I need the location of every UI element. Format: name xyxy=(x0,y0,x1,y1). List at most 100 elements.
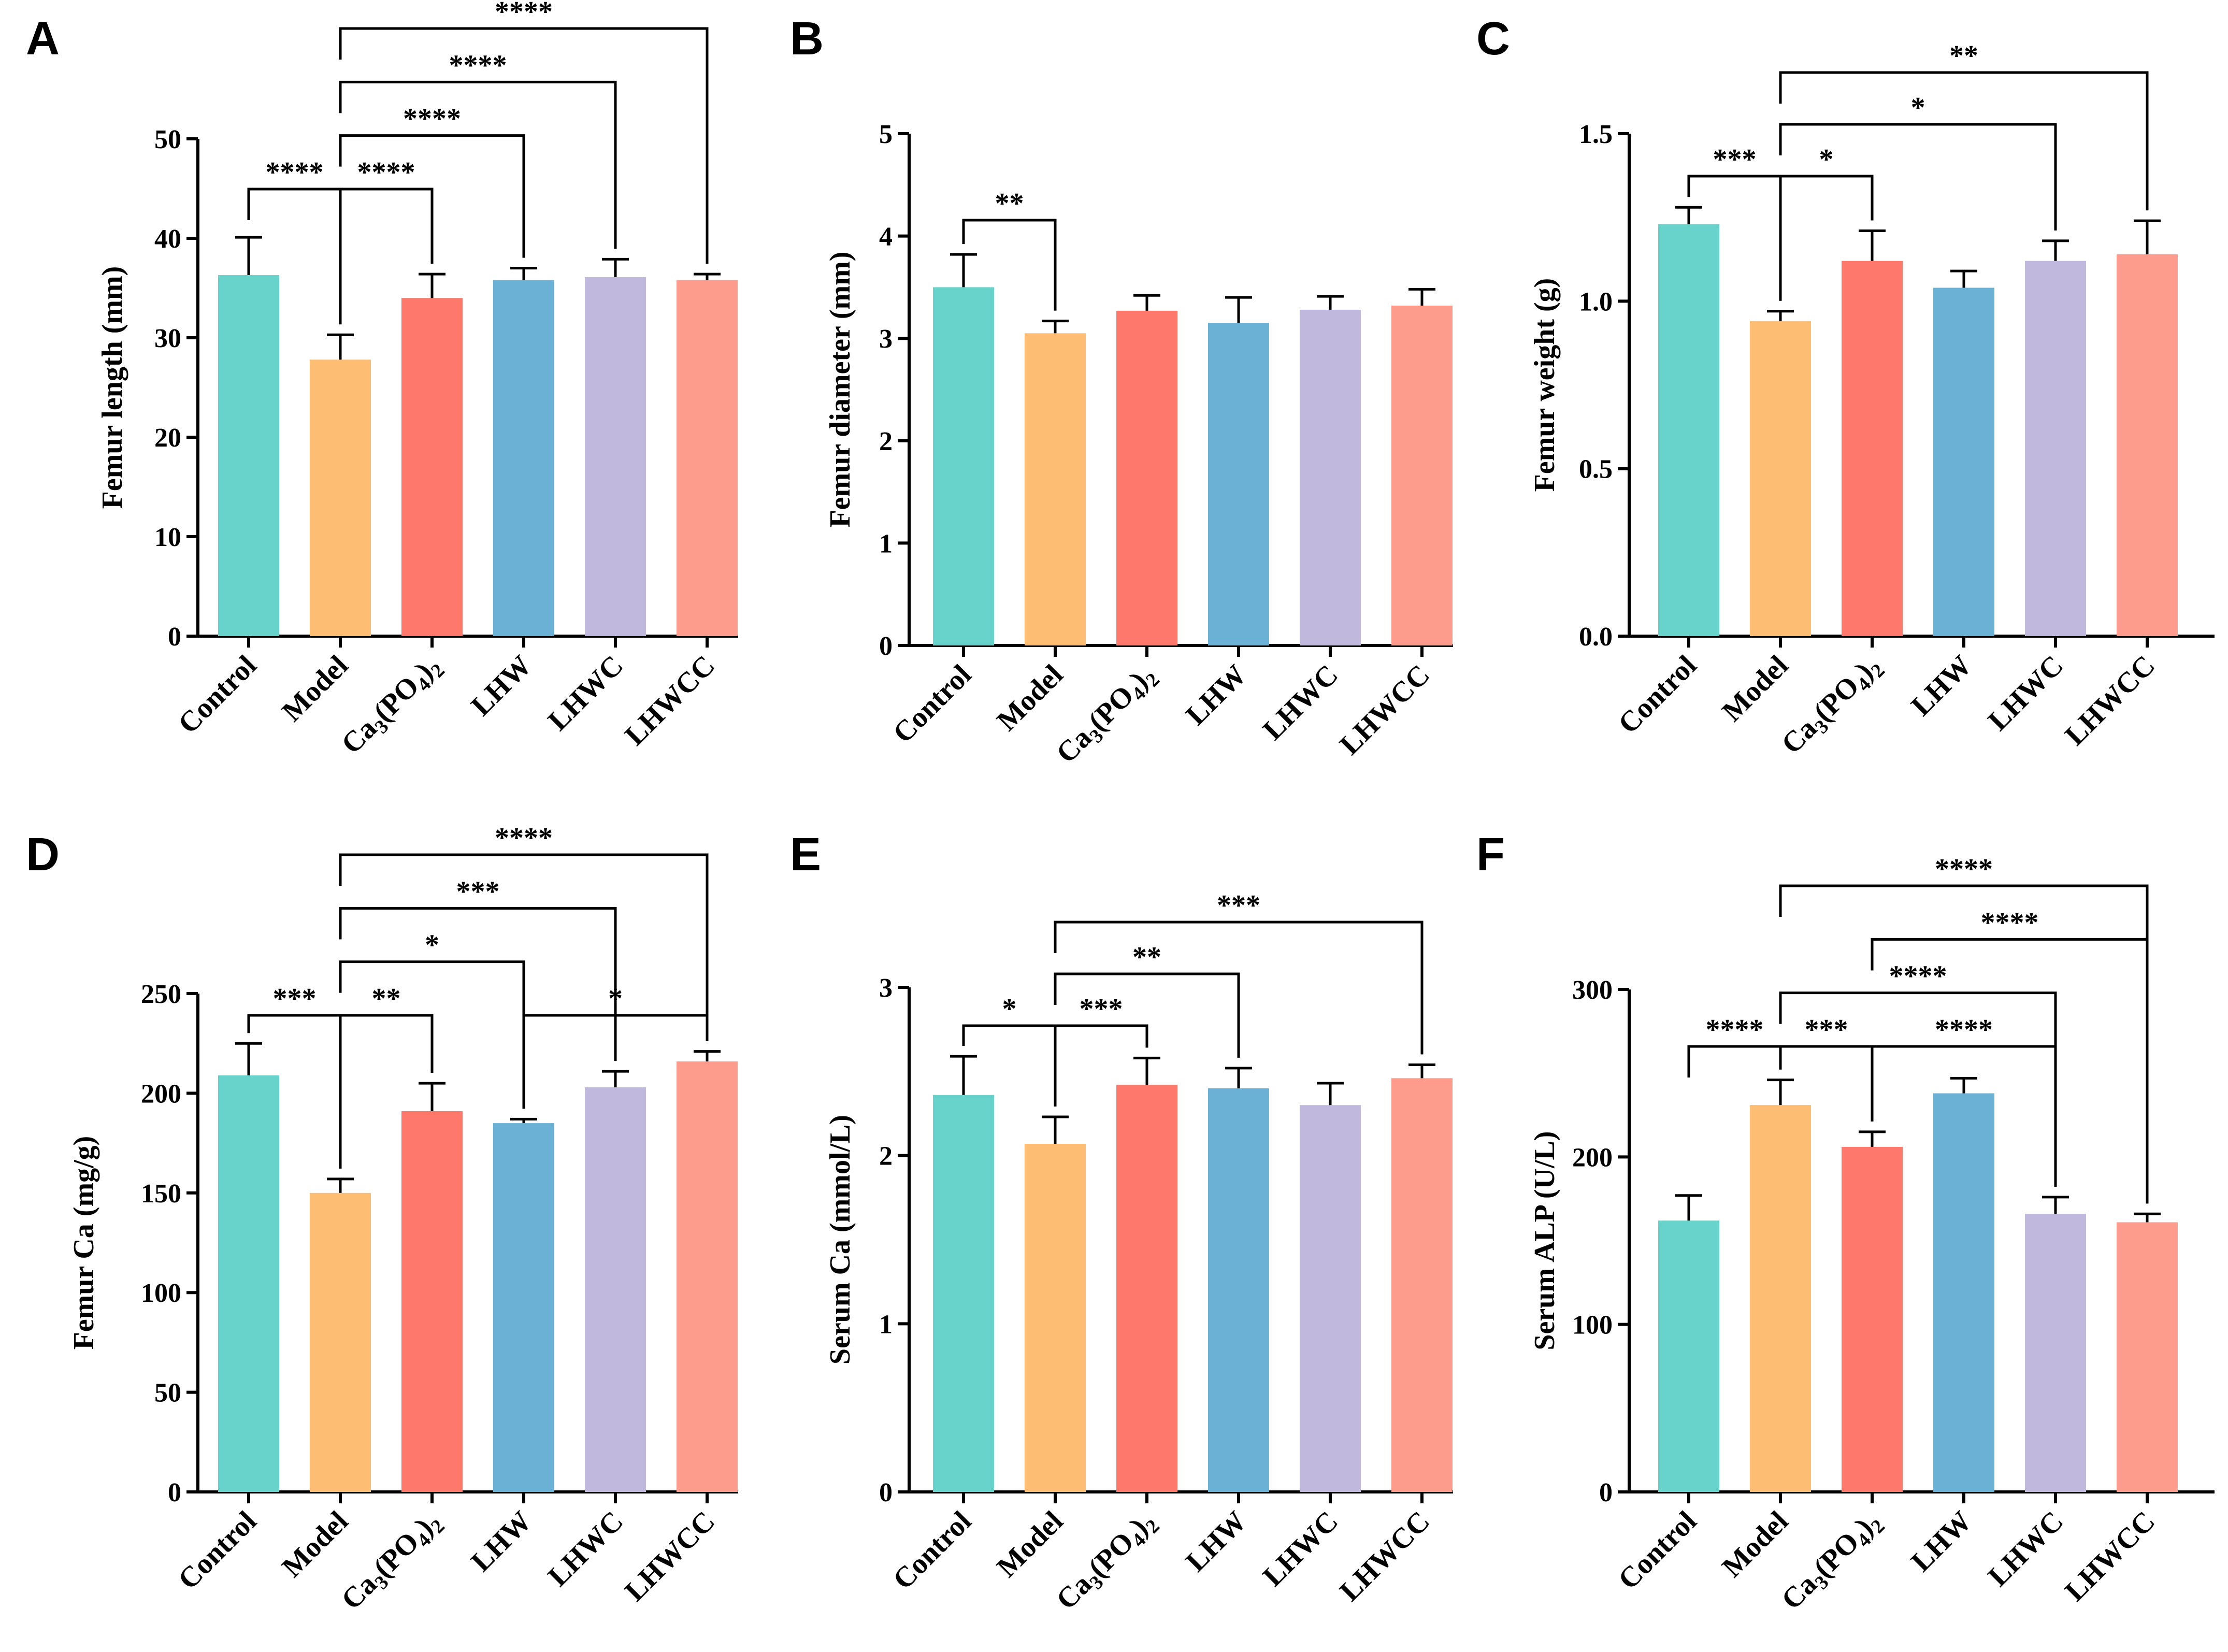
bar-lhwc xyxy=(585,1087,646,1492)
y-tick-label: 1 xyxy=(879,1310,893,1339)
x-tick-label: LHW xyxy=(1905,649,1978,722)
x-tick-label: LHWC xyxy=(542,649,629,737)
y-tick-label: 300 xyxy=(1572,975,1613,1005)
x-tick-label: LHWC xyxy=(1982,649,2069,737)
significance-bracket xyxy=(339,188,434,264)
significance-label: * xyxy=(1819,143,1834,176)
x-tick-label: Model xyxy=(991,658,1070,737)
significance-bracket xyxy=(339,960,525,1109)
bar-model xyxy=(310,360,371,636)
x-tick-label: LHWC xyxy=(1982,1505,2069,1592)
significance-bracket xyxy=(339,80,617,249)
panel-letter-A: A xyxy=(26,13,60,65)
y-tick-label: 100 xyxy=(141,1278,181,1308)
bar-ca3po42 xyxy=(1116,1085,1177,1492)
bar-ca3po42 xyxy=(1116,310,1177,645)
significance-bracket xyxy=(1054,921,1424,1055)
x-tick-label: Control xyxy=(172,1505,263,1596)
y-tick-label: 250 xyxy=(141,980,181,1009)
bar-lhwc xyxy=(1300,309,1361,645)
bar-lhwcc xyxy=(1391,1078,1453,1492)
significance-label: * xyxy=(425,929,439,961)
panel-D: D 0 50 100 150 200 250 Femur Ca (mg/g) Control Mo… xyxy=(26,822,738,1616)
y-tick-label: 0 xyxy=(168,622,181,652)
significance-label: **** xyxy=(495,822,553,854)
y-tick-label: 1.0 xyxy=(1579,287,1613,317)
panel-letter-B: B xyxy=(790,13,824,65)
significance-label: **** xyxy=(266,156,324,189)
significance-bracket xyxy=(1779,884,2149,1204)
significance-bracket xyxy=(1054,972,1240,1058)
x-tick-label: Control xyxy=(887,1505,978,1596)
y-tick-label: 0.0 xyxy=(1579,622,1613,652)
bar-lhw xyxy=(1208,323,1269,645)
x-tick-label: Control xyxy=(1612,649,1703,740)
y-tick-label: 5 xyxy=(879,120,893,149)
x-tick-label: LHWCC xyxy=(1333,1505,1436,1607)
y-tick-label: 4 xyxy=(879,222,893,252)
significance-label: **** xyxy=(449,49,507,81)
x-tick-label: Model xyxy=(991,1505,1070,1584)
y-tick-label: 30 xyxy=(154,324,181,353)
significance-bracket xyxy=(1779,175,1874,221)
y-tick-label: 200 xyxy=(1572,1143,1613,1172)
y-axis-label: Serum Ca (mmol/L) xyxy=(824,1115,856,1364)
x-tick-label: LHWCC xyxy=(2059,649,2161,752)
panel-F: F 0 100 200 300 Serum ALP (U/L) Control ModelCa… xyxy=(1476,829,2215,1616)
y-tick-label: 50 xyxy=(154,125,181,154)
significance-label: **** xyxy=(403,103,461,135)
panel-B: B 0 1 2 3 4 5 Femur diameter (mm) Control ModelCa… xyxy=(790,13,1453,769)
bar-control xyxy=(218,275,279,636)
x-tick-label: Control xyxy=(1612,1505,1703,1596)
bar-lhw xyxy=(493,280,554,636)
panel-letter-F: F xyxy=(1476,829,1505,881)
significance-bracket xyxy=(339,907,617,1061)
significance-label: *** xyxy=(456,875,500,908)
y-axis-label: Femur weight (g) xyxy=(1529,278,1561,492)
x-tick-label: Model xyxy=(276,1505,355,1584)
x-tick-label: LHWCC xyxy=(1333,658,1436,761)
bar-lhwc xyxy=(1300,1105,1361,1492)
y-axis-label: Femur length (mm) xyxy=(96,266,128,509)
bar-control xyxy=(1658,1220,1719,1492)
x-tick-label: Control xyxy=(172,649,263,740)
bar-lhw xyxy=(1933,288,1994,636)
y-tick-label: 20 xyxy=(154,423,181,453)
significance-label: ** xyxy=(995,188,1024,220)
y-axis-label: Femur diameter (mm) xyxy=(824,252,856,528)
significance-label: *** xyxy=(1217,889,1260,922)
significance-label: **** xyxy=(357,156,415,189)
bar-lhwc xyxy=(585,277,646,636)
significance-label: *** xyxy=(273,983,317,1015)
y-tick-label: 0.5 xyxy=(1579,455,1613,484)
significance-bracket xyxy=(339,27,709,264)
y-axis-label: Serum ALP (U/L) xyxy=(1529,1131,1561,1350)
x-tick-label: LHWC xyxy=(542,1505,629,1592)
bar-control xyxy=(218,1075,279,1492)
bar-lhw xyxy=(493,1123,554,1492)
bar-model xyxy=(1025,1143,1086,1492)
y-tick-label: 0 xyxy=(168,1478,181,1507)
significance-label: **** xyxy=(1981,907,2039,939)
bar-model xyxy=(1750,1105,1811,1492)
y-tick-label: 0 xyxy=(879,1478,893,1507)
significance-label: **** xyxy=(1889,960,1947,993)
x-tick-label: Model xyxy=(1716,649,1795,728)
x-tick-label: LHWCC xyxy=(619,649,721,752)
y-tick-label: 3 xyxy=(879,973,893,1003)
significance-bracket xyxy=(1054,1024,1148,1057)
y-tick-label: 150 xyxy=(141,1179,181,1209)
bar-ca3po42 xyxy=(401,1111,463,1492)
x-tick-label: LHW xyxy=(465,1505,538,1578)
significance-label: * xyxy=(1002,993,1017,1025)
significance-bracket xyxy=(1687,175,1782,301)
x-tick-label: Model xyxy=(276,649,355,728)
panel-letter-E: E xyxy=(790,829,821,881)
x-tick-label: LHW xyxy=(465,649,538,722)
significance-label: *** xyxy=(1080,993,1123,1025)
x-tick-label: LHWC xyxy=(1257,1505,1344,1592)
panel-A: A 0 10 20 30 40 50 Femur length (mm) Control Mode… xyxy=(26,0,738,760)
bar-model xyxy=(1750,321,1811,636)
bar-model xyxy=(310,1193,371,1492)
